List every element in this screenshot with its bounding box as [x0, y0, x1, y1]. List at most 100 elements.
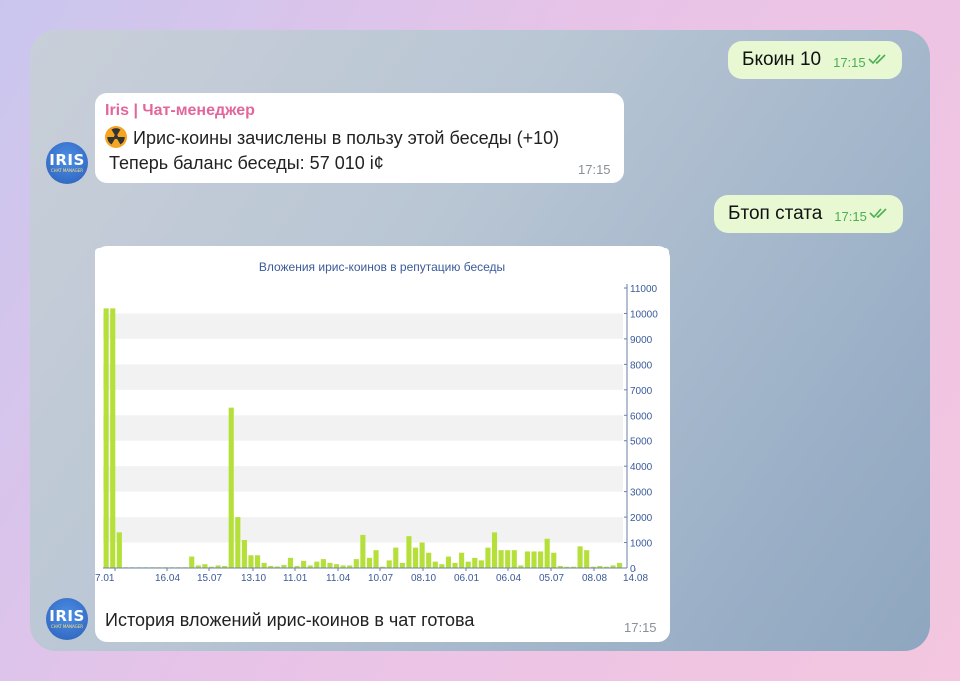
- x-tick-label: 15.07: [197, 573, 222, 584]
- y-tick-label: 10000: [630, 309, 658, 320]
- chart-bar: [248, 555, 254, 568]
- chart-bar: [301, 560, 307, 568]
- chart-bar: [472, 557, 478, 568]
- chart-bar: [399, 562, 405, 568]
- grid-band: [103, 466, 623, 492]
- x-tick-label: 05.07: [539, 573, 564, 584]
- chart-bar: [432, 561, 438, 568]
- chart-bar: [195, 565, 201, 568]
- chart-bar: [254, 555, 261, 568]
- chart-bar: [426, 552, 432, 568]
- x-tick-label: 06.04: [496, 573, 521, 584]
- chart-title: Вложения ирис-коинов в репутацию беседы: [258, 260, 506, 274]
- chart-bar: [505, 550, 511, 568]
- chart-bar: [511, 550, 517, 568]
- chart-bar: [584, 550, 590, 568]
- chart-bar: [353, 559, 359, 568]
- chart-bar: [116, 532, 122, 568]
- grid-band: [103, 313, 623, 339]
- double-check-icon: [869, 208, 887, 219]
- chart-bar: [577, 546, 583, 568]
- grid-band: [103, 364, 623, 390]
- chart-bar: [478, 560, 484, 568]
- chart-bar: [294, 565, 300, 568]
- message-text: Бтоп стата: [728, 203, 823, 224]
- x-tick-label: 06.01: [454, 573, 479, 584]
- chart-bar: [518, 565, 524, 568]
- chart-bar: [412, 547, 419, 568]
- x-tick-label: 08.08: [582, 573, 607, 584]
- message-text: Бкоин 10: [742, 49, 822, 70]
- y-tick-label: 1000: [630, 539, 653, 550]
- chart-bar: [393, 547, 399, 568]
- chart-bar: [538, 551, 544, 568]
- radiation-icon: [105, 126, 127, 148]
- photo-caption: История вложений ирис-коинов в чат готов…: [105, 610, 475, 630]
- chart-bar: [617, 562, 623, 568]
- chart-bar: [590, 566, 596, 568]
- message-time: 17:15: [578, 162, 611, 177]
- chart-bar: [215, 565, 221, 568]
- chart-bar: [222, 565, 228, 568]
- chart-bar: [307, 565, 313, 568]
- double-check-icon: [868, 54, 886, 65]
- chart-bar: [597, 565, 603, 568]
- chart-bar: [557, 565, 563, 568]
- chart-bar: [610, 565, 616, 568]
- outgoing-message[interactable]: Бкоин 10 17:15: [728, 41, 902, 79]
- chart-bar: [228, 407, 234, 568]
- chat-background: Бкоин 10 17:15 Iris | Чат-менеджер Ирис-к…: [30, 30, 930, 651]
- chart-bar: [314, 561, 320, 568]
- message-time: 17:15: [833, 55, 866, 70]
- chart-bar: [452, 562, 458, 568]
- chart-bar: [202, 564, 208, 568]
- chart-bar: [498, 550, 504, 568]
- x-tick-label: 10.07: [368, 573, 393, 584]
- outgoing-message[interactable]: Бтоп стата 17:15: [714, 195, 903, 233]
- chart-bar: [465, 561, 471, 568]
- avatar-sublabel: CHAT MANAGER: [50, 168, 84, 173]
- message-text: Ирис-коины зачислены в пользу этой бесед…: [133, 128, 560, 148]
- x-tick-label: 7.01: [95, 573, 115, 584]
- chart-bar: [366, 557, 373, 568]
- chart-bar: [524, 551, 530, 568]
- y-tick-label: 4000: [630, 462, 653, 473]
- chart-bar: [419, 542, 425, 568]
- y-tick-label: 6000: [630, 411, 653, 422]
- chart-bar: [347, 565, 353, 568]
- incoming-message[interactable]: Iris | Чат-менеджер Ирис-коины зачислены…: [95, 93, 624, 183]
- chart-bar: [274, 566, 280, 568]
- chart-bar: [570, 566, 577, 568]
- chart-image[interactable]: Вложения ирис-коинов в репутацию беседы …: [95, 248, 669, 600]
- chart-bar: [333, 564, 340, 568]
- chart-bar: [459, 552, 465, 568]
- chart-bar: [380, 566, 386, 568]
- chart-bar: [485, 547, 491, 568]
- y-tick-label: 11000: [630, 284, 658, 295]
- x-tick-label: 11.01: [283, 573, 308, 584]
- y-tick-label: 9000: [630, 335, 653, 346]
- chart-bar: [110, 308, 116, 568]
- avatar-label: IRIS: [49, 151, 85, 169]
- chart-bar: [373, 550, 379, 568]
- chart-bar: [544, 538, 550, 568]
- chart-bar: [551, 552, 557, 568]
- y-tick-label: 3000: [630, 488, 653, 499]
- x-tick-label: 08.10: [411, 573, 436, 584]
- chart-bar: [103, 308, 109, 568]
- chart-bar: [531, 551, 537, 568]
- avatar-sublabel: CHAT MANAGER: [50, 624, 84, 629]
- bot-avatar[interactable]: IRIS CHAT MANAGER: [46, 142, 88, 184]
- bot-avatar[interactable]: IRIS CHAT MANAGER: [46, 598, 88, 640]
- sender-name[interactable]: Iris | Чат-менеджер: [105, 102, 255, 119]
- chart-bar: [235, 517, 241, 568]
- chart-bar: [327, 562, 333, 568]
- chart-bar: [208, 566, 215, 568]
- message-time: 17:15: [624, 620, 657, 635]
- message-time: 17:15: [834, 209, 867, 224]
- message-line-1: Ирис-коины зачислены в пользу этой бесед…: [105, 126, 559, 149]
- y-tick-label: 2000: [630, 513, 653, 524]
- message-line-2: Теперь баланс беседы: 57 010 i¢: [109, 153, 384, 173]
- chart-bar: [340, 565, 346, 568]
- chart-bar: [445, 556, 452, 568]
